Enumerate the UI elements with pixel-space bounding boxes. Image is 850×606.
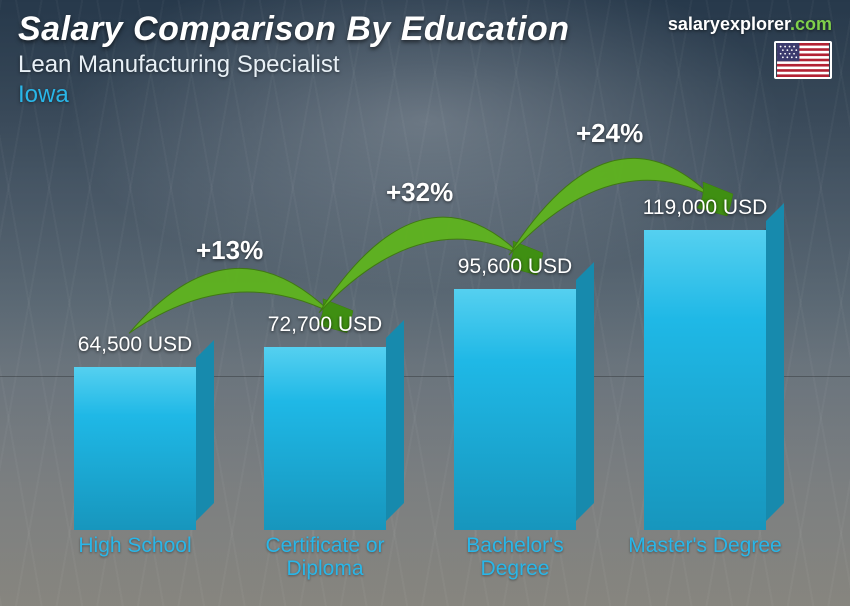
- x-labels: High School Certificate or Diploma Bachelo…: [40, 534, 800, 588]
- pct-increase-label: +13%: [196, 235, 263, 266]
- brand-block: salaryexplorer.com: [668, 14, 832, 79]
- pct-increase-label: +24%: [576, 118, 643, 149]
- bar-slot: 95,600 USD: [431, 255, 598, 530]
- x-label: High School: [51, 534, 218, 588]
- bar-slot: 72,700 USD: [241, 313, 408, 530]
- bar-slot: 119,000 USD: [621, 196, 788, 530]
- x-label: Master's Degree: [621, 534, 788, 588]
- bars-container: 64,500 USD 72,700 USD 95,600 USD 119,000…: [40, 170, 800, 530]
- bar-value-label: 95,600 USD: [458, 255, 572, 279]
- bar: [264, 347, 386, 530]
- brand-text: salaryexplorer.com: [668, 14, 832, 35]
- bar: [644, 230, 766, 530]
- bar-value-label: 119,000 USD: [643, 196, 768, 220]
- bar: [454, 289, 576, 530]
- pct-increase-label: +32%: [386, 177, 453, 208]
- x-label: Certificate or Diploma: [241, 534, 408, 588]
- bar: [74, 367, 196, 530]
- bar-value-label: 72,700 USD: [268, 313, 382, 337]
- bar-slot: 64,500 USD: [51, 333, 218, 530]
- bar-value-label: 64,500 USD: [78, 333, 192, 357]
- brand-name: salaryexplorer: [668, 14, 790, 34]
- brand-tld: .com: [790, 14, 832, 34]
- flag-icon: [774, 41, 832, 79]
- x-label: Bachelor's Degree: [431, 534, 598, 588]
- location: Iowa: [18, 81, 832, 109]
